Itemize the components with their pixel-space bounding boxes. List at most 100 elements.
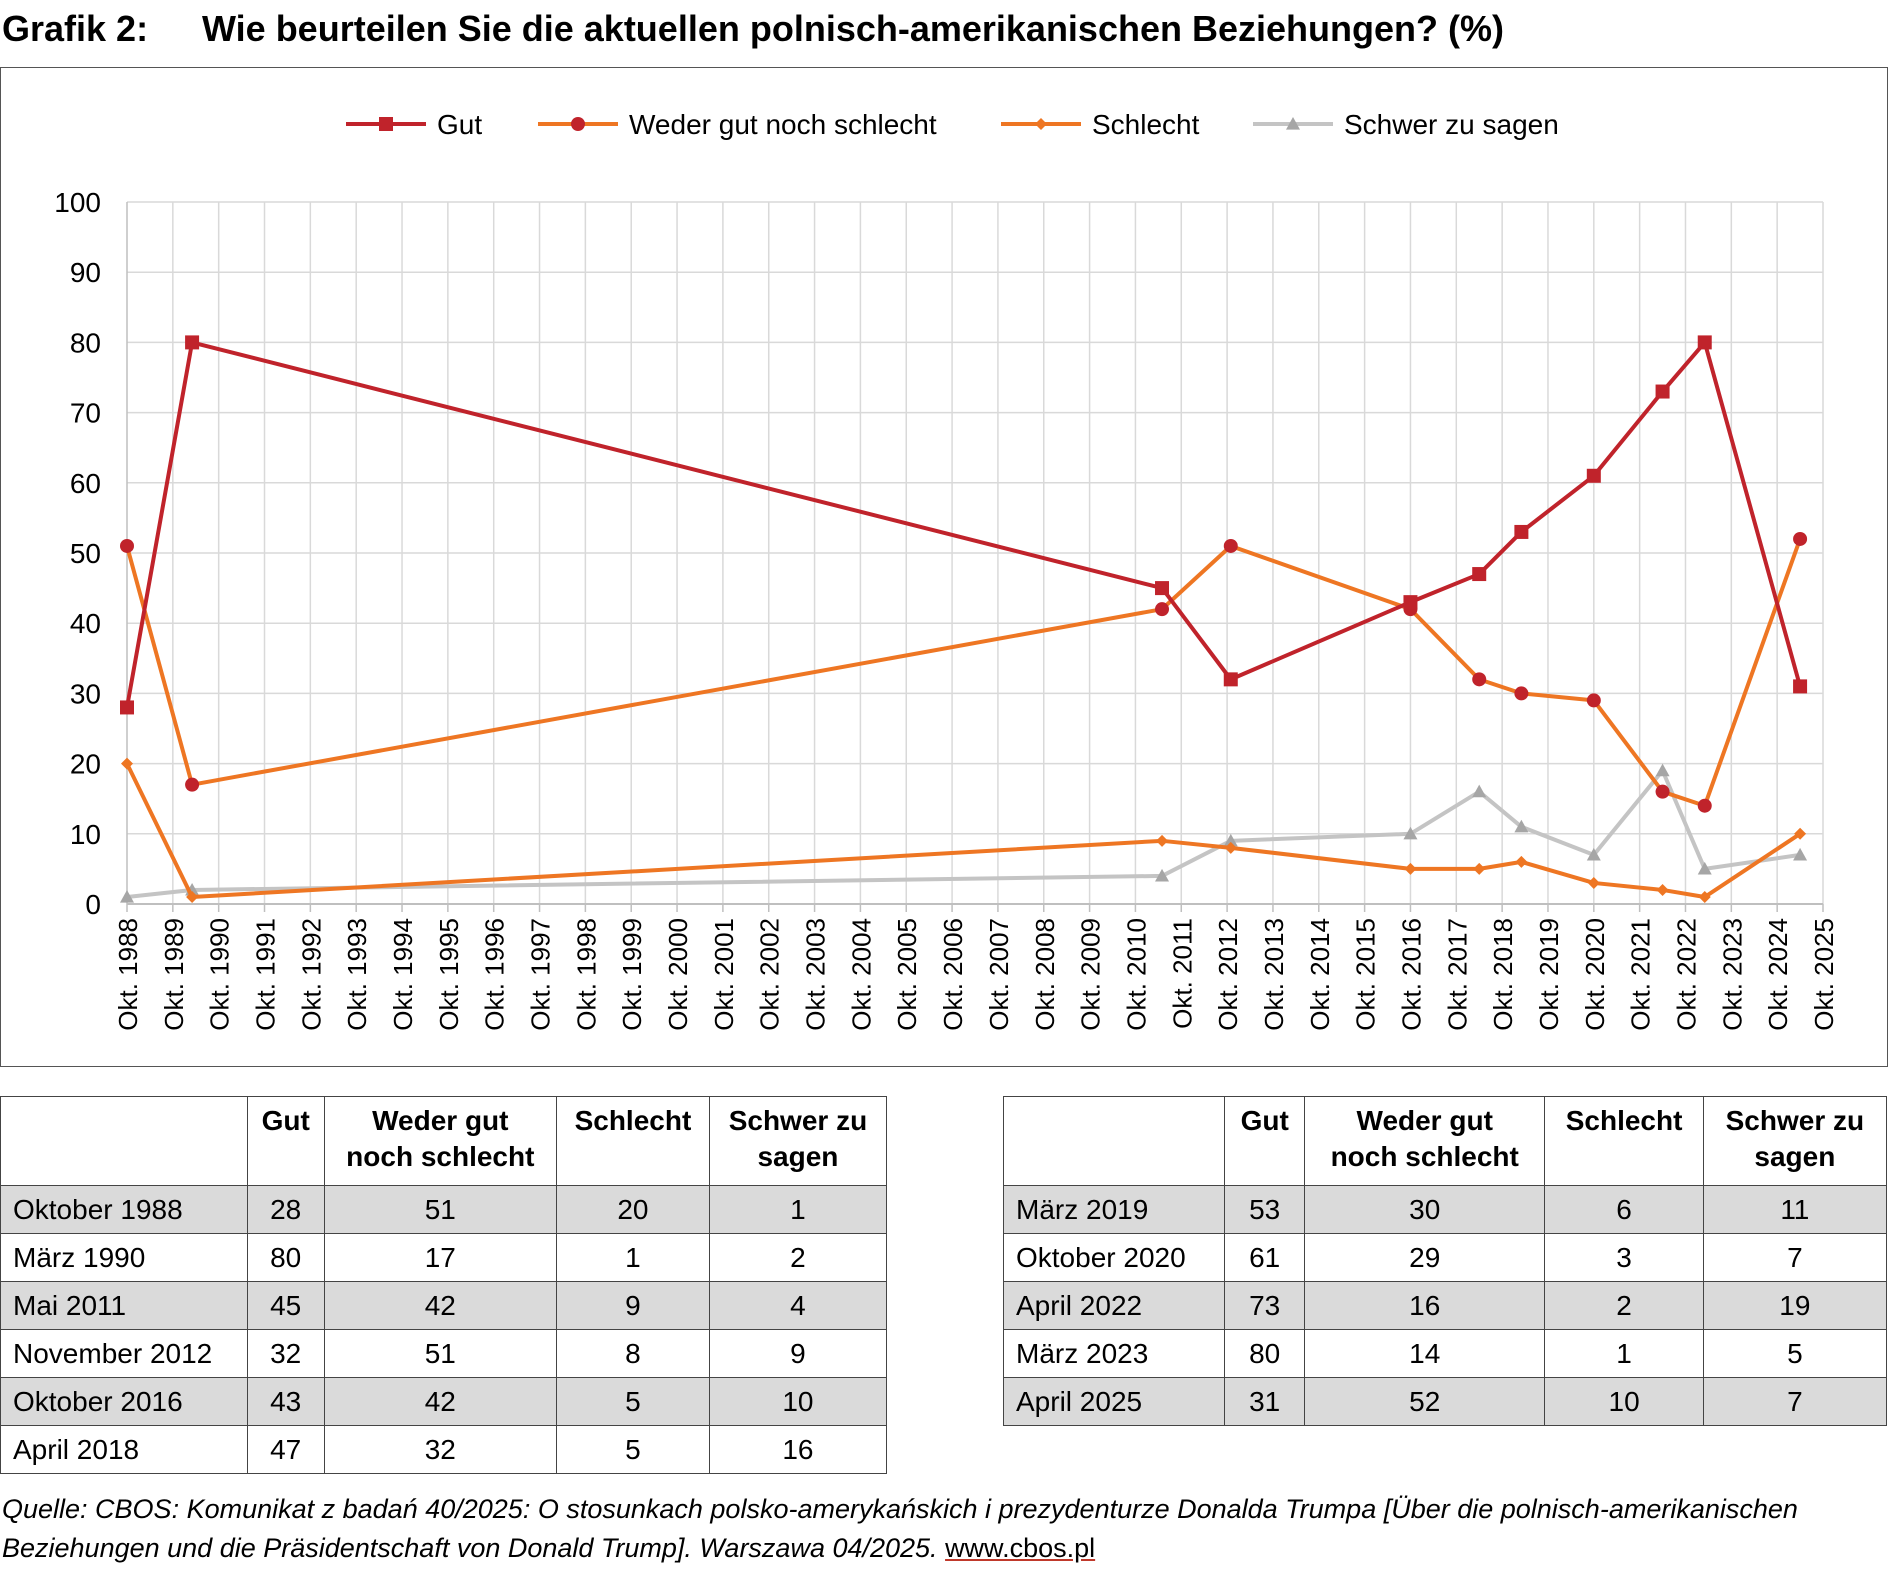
data-point: [1223, 833, 1238, 847]
x-tick-label: Okt. 1994: [388, 918, 418, 1031]
table-row: Mai 2011 45 42 9 4: [0, 1281, 888, 1330]
data-point: [1697, 335, 1712, 350]
row-label: März 2019: [1002, 1185, 1226, 1234]
series-lines: [120, 335, 1808, 903]
x-tick-label: Okt. 2014: [1305, 918, 1335, 1031]
row-label: Oktober 2020: [1002, 1233, 1226, 1282]
y-tick-label: 50: [70, 538, 101, 569]
series-line-weder-gut-noch-schlecht: [125, 538, 1802, 808]
table-cell: 52: [1303, 1377, 1546, 1426]
x-tick-label: Okt. 1993: [342, 918, 372, 1031]
x-tick-label: Okt. 2018: [1488, 918, 1518, 1031]
chart-title: Wie beurteilen Sie die aktuellen polnisc…: [202, 8, 1504, 49]
table-corner: [1002, 1096, 1226, 1186]
legend-marker: [379, 117, 393, 131]
column-header: Gut: [1224, 1096, 1305, 1186]
data-table-right: Gut Weder gut noch schlecht Schlecht Schwer …: [1002, 1096, 1888, 1426]
table-cell: 14: [1303, 1329, 1546, 1378]
x-tick-label: Okt. 2021: [1626, 918, 1656, 1031]
x-tick-label: Okt. 2011: [1167, 918, 1197, 1029]
data-table-left: Gut Weder gut noch schlecht Schlecht Schwer …: [0, 1096, 888, 1474]
x-tick-label: Okt. 1990: [205, 918, 235, 1031]
grid-lines: [127, 201, 1824, 904]
column-header: Weder gut noch schlecht: [1303, 1096, 1546, 1186]
x-tick-label: Okt. 2004: [846, 918, 876, 1031]
y-tick-label: 40: [70, 608, 101, 639]
table-cell: 10: [708, 1377, 888, 1426]
x-tick-label: Okt. 1989: [159, 918, 189, 1031]
data-point: [120, 889, 134, 903]
source-note: Quelle: CBOS: Komunikat z badań 40/2025:…: [2, 1490, 1888, 1568]
data-point: [120, 700, 134, 715]
legend-label: Gut: [437, 109, 482, 140]
data-point: [121, 757, 133, 770]
table-row: März 1990 80 17 1 2: [0, 1233, 888, 1282]
data-point: [1156, 834, 1169, 847]
column-header: Schwer zu sagen: [1702, 1096, 1888, 1186]
y-tick-label: 90: [70, 257, 101, 288]
y-tick-label: 60: [70, 468, 101, 499]
x-tick-label: Okt. 1999: [617, 918, 647, 1031]
data-point: [186, 890, 199, 903]
data-point: [1404, 862, 1417, 875]
data-point: [1155, 602, 1170, 617]
table-cell: 7: [1702, 1233, 1888, 1282]
row-label: April 2022: [1002, 1281, 1226, 1330]
table-cell: 11: [1702, 1185, 1888, 1234]
x-tick-label: Okt. 2003: [801, 918, 831, 1031]
row-label: Oktober 1988: [0, 1185, 248, 1234]
column-header: Schlecht: [1544, 1096, 1704, 1186]
x-tick-label: Okt. 2008: [1030, 918, 1060, 1031]
y-tick-label: 10: [70, 819, 101, 850]
table-row: April 2022 73 16 2 19: [1002, 1281, 1888, 1330]
data-point: [1155, 581, 1170, 596]
data-point: [1223, 672, 1238, 687]
row-label: November 2012: [0, 1329, 248, 1378]
legend-marker: [571, 117, 585, 131]
series-line-gut: [125, 340, 1803, 708]
table-cell: 17: [323, 1233, 557, 1282]
table-cell: 32: [323, 1425, 557, 1474]
legend-marker: [1286, 117, 1300, 130]
table-header-row: Gut Weder gut noch schlecht Schlecht Schwer …: [1002, 1096, 1888, 1186]
chart-frame: Okt. 1988 Okt. 1989 Okt. 1990 Okt. 1991 Okt.…: [0, 67, 1888, 1067]
data-point: [1793, 847, 1808, 861]
data-point: [1472, 672, 1487, 687]
data-point: [1514, 686, 1529, 701]
data-point: [1697, 861, 1712, 875]
table-cell: 80: [246, 1233, 325, 1282]
table-corner: [0, 1096, 248, 1186]
x-tick-label: Okt. 2005: [892, 918, 922, 1031]
table-cell: 2: [1544, 1281, 1704, 1330]
table-cell: 30: [1303, 1185, 1546, 1234]
table-cell: 73: [1224, 1281, 1305, 1330]
x-tick-label: Okt. 2020: [1580, 918, 1610, 1031]
table-cell: 19: [1702, 1281, 1888, 1330]
x-tick-label: Okt. 2016: [1396, 918, 1426, 1031]
data-point: [1587, 876, 1600, 889]
table-row: April 2025 31 52 10 7: [1002, 1377, 1888, 1426]
data-point: [1794, 827, 1807, 840]
y-tick-label: 30: [70, 678, 101, 709]
x-tick-label: Okt. 2000: [663, 918, 693, 1031]
x-tick-label: Okt. 2001: [709, 918, 739, 1031]
table-row: März 2019 53 30 6 11: [1002, 1185, 1888, 1234]
data-point: [1514, 819, 1529, 833]
table-header-row: Gut Weder gut noch schlecht Schlecht Schwer …: [0, 1096, 888, 1186]
table-cell: 5: [1702, 1329, 1888, 1378]
table-cell: 42: [323, 1281, 557, 1330]
legend-label: Weder gut noch schlecht: [629, 109, 937, 140]
table-row: November 2012 32 51 8 9: [0, 1329, 888, 1378]
table-cell: 43: [246, 1377, 325, 1426]
x-tick-label: Okt. 1988: [113, 918, 143, 1031]
x-tick-label: Okt. 2010: [1121, 918, 1151, 1031]
table-cell: 80: [1224, 1329, 1305, 1378]
row-label: April 2018: [0, 1425, 248, 1474]
table-cell: 47: [246, 1425, 325, 1474]
data-point: [1586, 847, 1601, 861]
source-link[interactable]: www.cbos.pl: [945, 1533, 1096, 1563]
y-tick-label: 70: [70, 398, 101, 429]
table-cell: 28: [246, 1185, 325, 1234]
x-tick-label: Okt. 1998: [571, 918, 601, 1031]
table-cell: 42: [323, 1377, 557, 1426]
